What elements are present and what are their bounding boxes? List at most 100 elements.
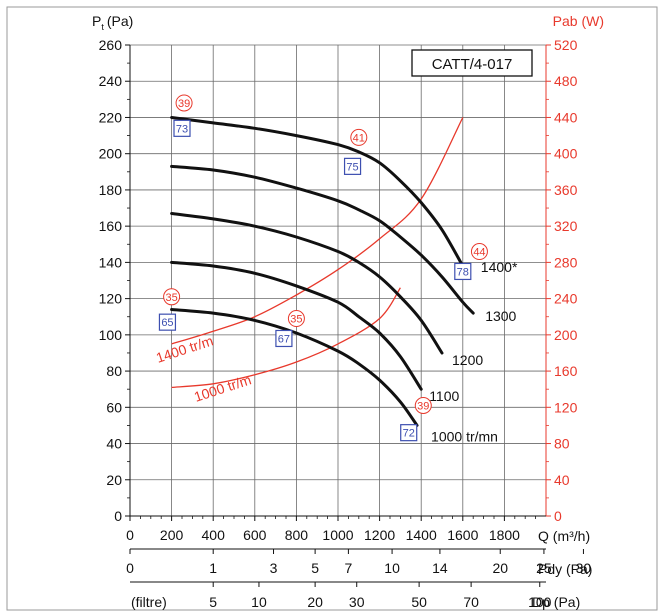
y-right-tick-label: 520 (554, 37, 578, 53)
noise-marker-label: 78 (457, 266, 469, 278)
y-left-tick-label: 40 (106, 436, 122, 452)
pressure-curve (170, 308, 419, 427)
y-left-label: Pt (Pa) (92, 13, 133, 32)
y-right-tick-label: 320 (554, 218, 578, 234)
efficiency-marker-circle (470, 243, 488, 261)
pdy-tick-label: 14 (432, 560, 448, 576)
noise-marker-label: 72 (403, 428, 415, 440)
outer-border (6, 6, 658, 611)
y-right-tick-label: 360 (554, 182, 578, 198)
efficiency-marker-label: 35 (165, 292, 177, 304)
y-right-tick-label: 400 (554, 146, 578, 162)
y-left-tick-label: 200 (99, 146, 123, 162)
grid (130, 44, 546, 516)
y-left-tick-label: 180 (99, 182, 123, 198)
x-tick-label: 600 (243, 527, 267, 543)
dp-tick-label: 20 (307, 594, 323, 610)
x-axis-label: Q (m³/h) (538, 528, 590, 544)
noise-marker-box (400, 424, 418, 442)
y-left-tick-label: 100 (99, 327, 123, 343)
pdy-tick-label: 7 (345, 560, 353, 576)
noise-marker-label: 65 (161, 317, 173, 329)
x-tick-label: 1800 (489, 527, 520, 543)
markers: 39 41 44 35 35 39 73 75 78 65 67 72 (158, 94, 488, 442)
y-left-tick-label: 120 (99, 291, 123, 307)
y-left-tick-label: 60 (106, 399, 122, 415)
efficiency-marker-label: 41 (353, 132, 365, 144)
noise-marker-label: 73 (176, 123, 188, 135)
curves: 1400 tr/m 1000 tr/m 1400* 1300 1200 1100 1000 … (154, 116, 518, 444)
pdy-tick-label: 1 (209, 560, 217, 576)
efficiency-marker-circle (414, 396, 432, 414)
pdy-tick-label: 25 (536, 560, 552, 576)
pdy-tick-label: 10 (384, 560, 400, 576)
x-tick-label: 1600 (447, 527, 478, 543)
y-left-tick-label: 240 (99, 73, 123, 89)
dp-tick-label: 70 (463, 594, 479, 610)
dp-axis-prefix: (filtre) (131, 594, 167, 610)
power-curve (171, 287, 401, 389)
y-left-tick-label: 160 (99, 218, 123, 234)
y-right-tick-label: 80 (554, 436, 570, 452)
chart-title: CATT/4-017 (432, 56, 513, 73)
efficiency-marker-label: 39 (178, 98, 190, 110)
pdy-tick-label: 20 (492, 560, 508, 576)
efficiency-marker-circle (287, 310, 305, 328)
x-tick-label: 200 (160, 527, 184, 543)
axes: 0204060801001201401601802002202402600408… (99, 37, 592, 610)
power-curve (171, 117, 464, 345)
noise-marker-box (173, 119, 191, 137)
dp-tick-label: 10 (251, 594, 267, 610)
dp-tick-label: 30 (349, 594, 365, 610)
y-right-tick-label: 0 (554, 508, 562, 524)
y-left-label-unit: (Pa) (107, 13, 133, 29)
noise-marker-box (454, 262, 472, 281)
noise-marker-box (158, 313, 177, 331)
pdy-tick-label: 3 (270, 560, 278, 576)
x-tick-label: 400 (202, 527, 226, 543)
y-right-tick-label: 240 (554, 291, 578, 307)
y-right-tick-label: 440 (554, 109, 578, 125)
pressure-curve-label: 1100 (429, 388, 459, 404)
y-right-tick-label: 200 (554, 327, 578, 343)
noise-marker-box (275, 329, 293, 348)
dp-tick-label: 5 (209, 594, 217, 610)
efficiency-marker-label: 35 (290, 314, 302, 326)
x-tick-label: 800 (285, 527, 309, 543)
y-left-label-sub: t (101, 22, 104, 32)
pdy-tick-label: 0 (126, 560, 134, 576)
y-left-tick-label: 0 (114, 508, 122, 524)
efficiency-marker-label: 39 (417, 400, 429, 412)
pdy-tick-label: 5 (311, 560, 319, 576)
efficiency-marker-circle (175, 94, 193, 112)
dp-tick-label: 50 (411, 594, 427, 610)
y-right-tick-label: 480 (554, 73, 578, 89)
pressure-curve-label: 1400* (481, 259, 518, 275)
pressure-curve-label: 1200 (452, 352, 483, 368)
y-right-tick-label: 40 (554, 472, 570, 488)
noise-marker-label: 75 (346, 161, 358, 173)
noise-marker-box (343, 157, 362, 175)
pressure-curve (170, 116, 465, 268)
power-curve-label: 1000 tr/m (192, 371, 253, 404)
x-tick-label: 1400 (406, 527, 437, 543)
pressure-curve (170, 212, 444, 355)
x-tick-label: 0 (126, 527, 134, 543)
pressure-curve (170, 260, 423, 391)
efficiency-marker-circle (163, 288, 181, 306)
y-left-tick-label: 260 (99, 37, 123, 53)
pressure-curve (170, 164, 475, 315)
y-right-tick-label: 160 (554, 363, 578, 379)
y-left-tick-label: 80 (106, 363, 122, 379)
y-left-label-main: P (92, 13, 101, 29)
dp-axis-label: Dp (Pa) (532, 594, 580, 610)
y-right-tick-label: 280 (554, 254, 578, 270)
title-box (411, 49, 533, 77)
x-tick-label: 1000 (322, 527, 353, 543)
x-tick-label: 1200 (364, 527, 395, 543)
dp-tick-label: 100 (528, 594, 552, 610)
efficiency-marker-label: 44 (473, 247, 485, 259)
y-right-label: Pab (W) (553, 13, 604, 29)
